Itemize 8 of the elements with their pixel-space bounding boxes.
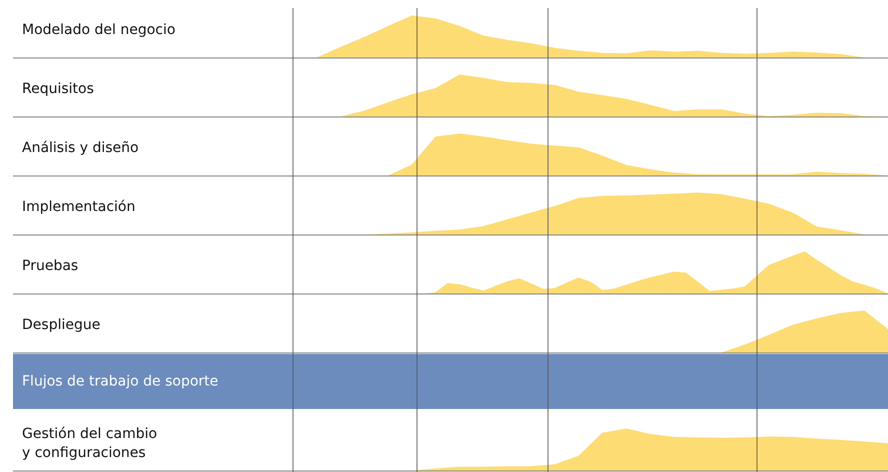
y-axis-title: Requisitos <box>22 80 94 97</box>
y-axis-title: Modelado del negocio <box>22 22 176 38</box>
y-axis-title: Análisis y diseño <box>22 140 139 156</box>
y-axis-title: Implementación <box>22 198 136 215</box>
text: Flujos de trabajo de soporte <box>22 373 218 390</box>
y-axis-title: Despliegue <box>22 316 100 333</box>
y-axis-title: Pruebas <box>22 258 78 274</box>
y-axis-title: Gestión del cambio y configuraciones <box>22 426 158 461</box>
